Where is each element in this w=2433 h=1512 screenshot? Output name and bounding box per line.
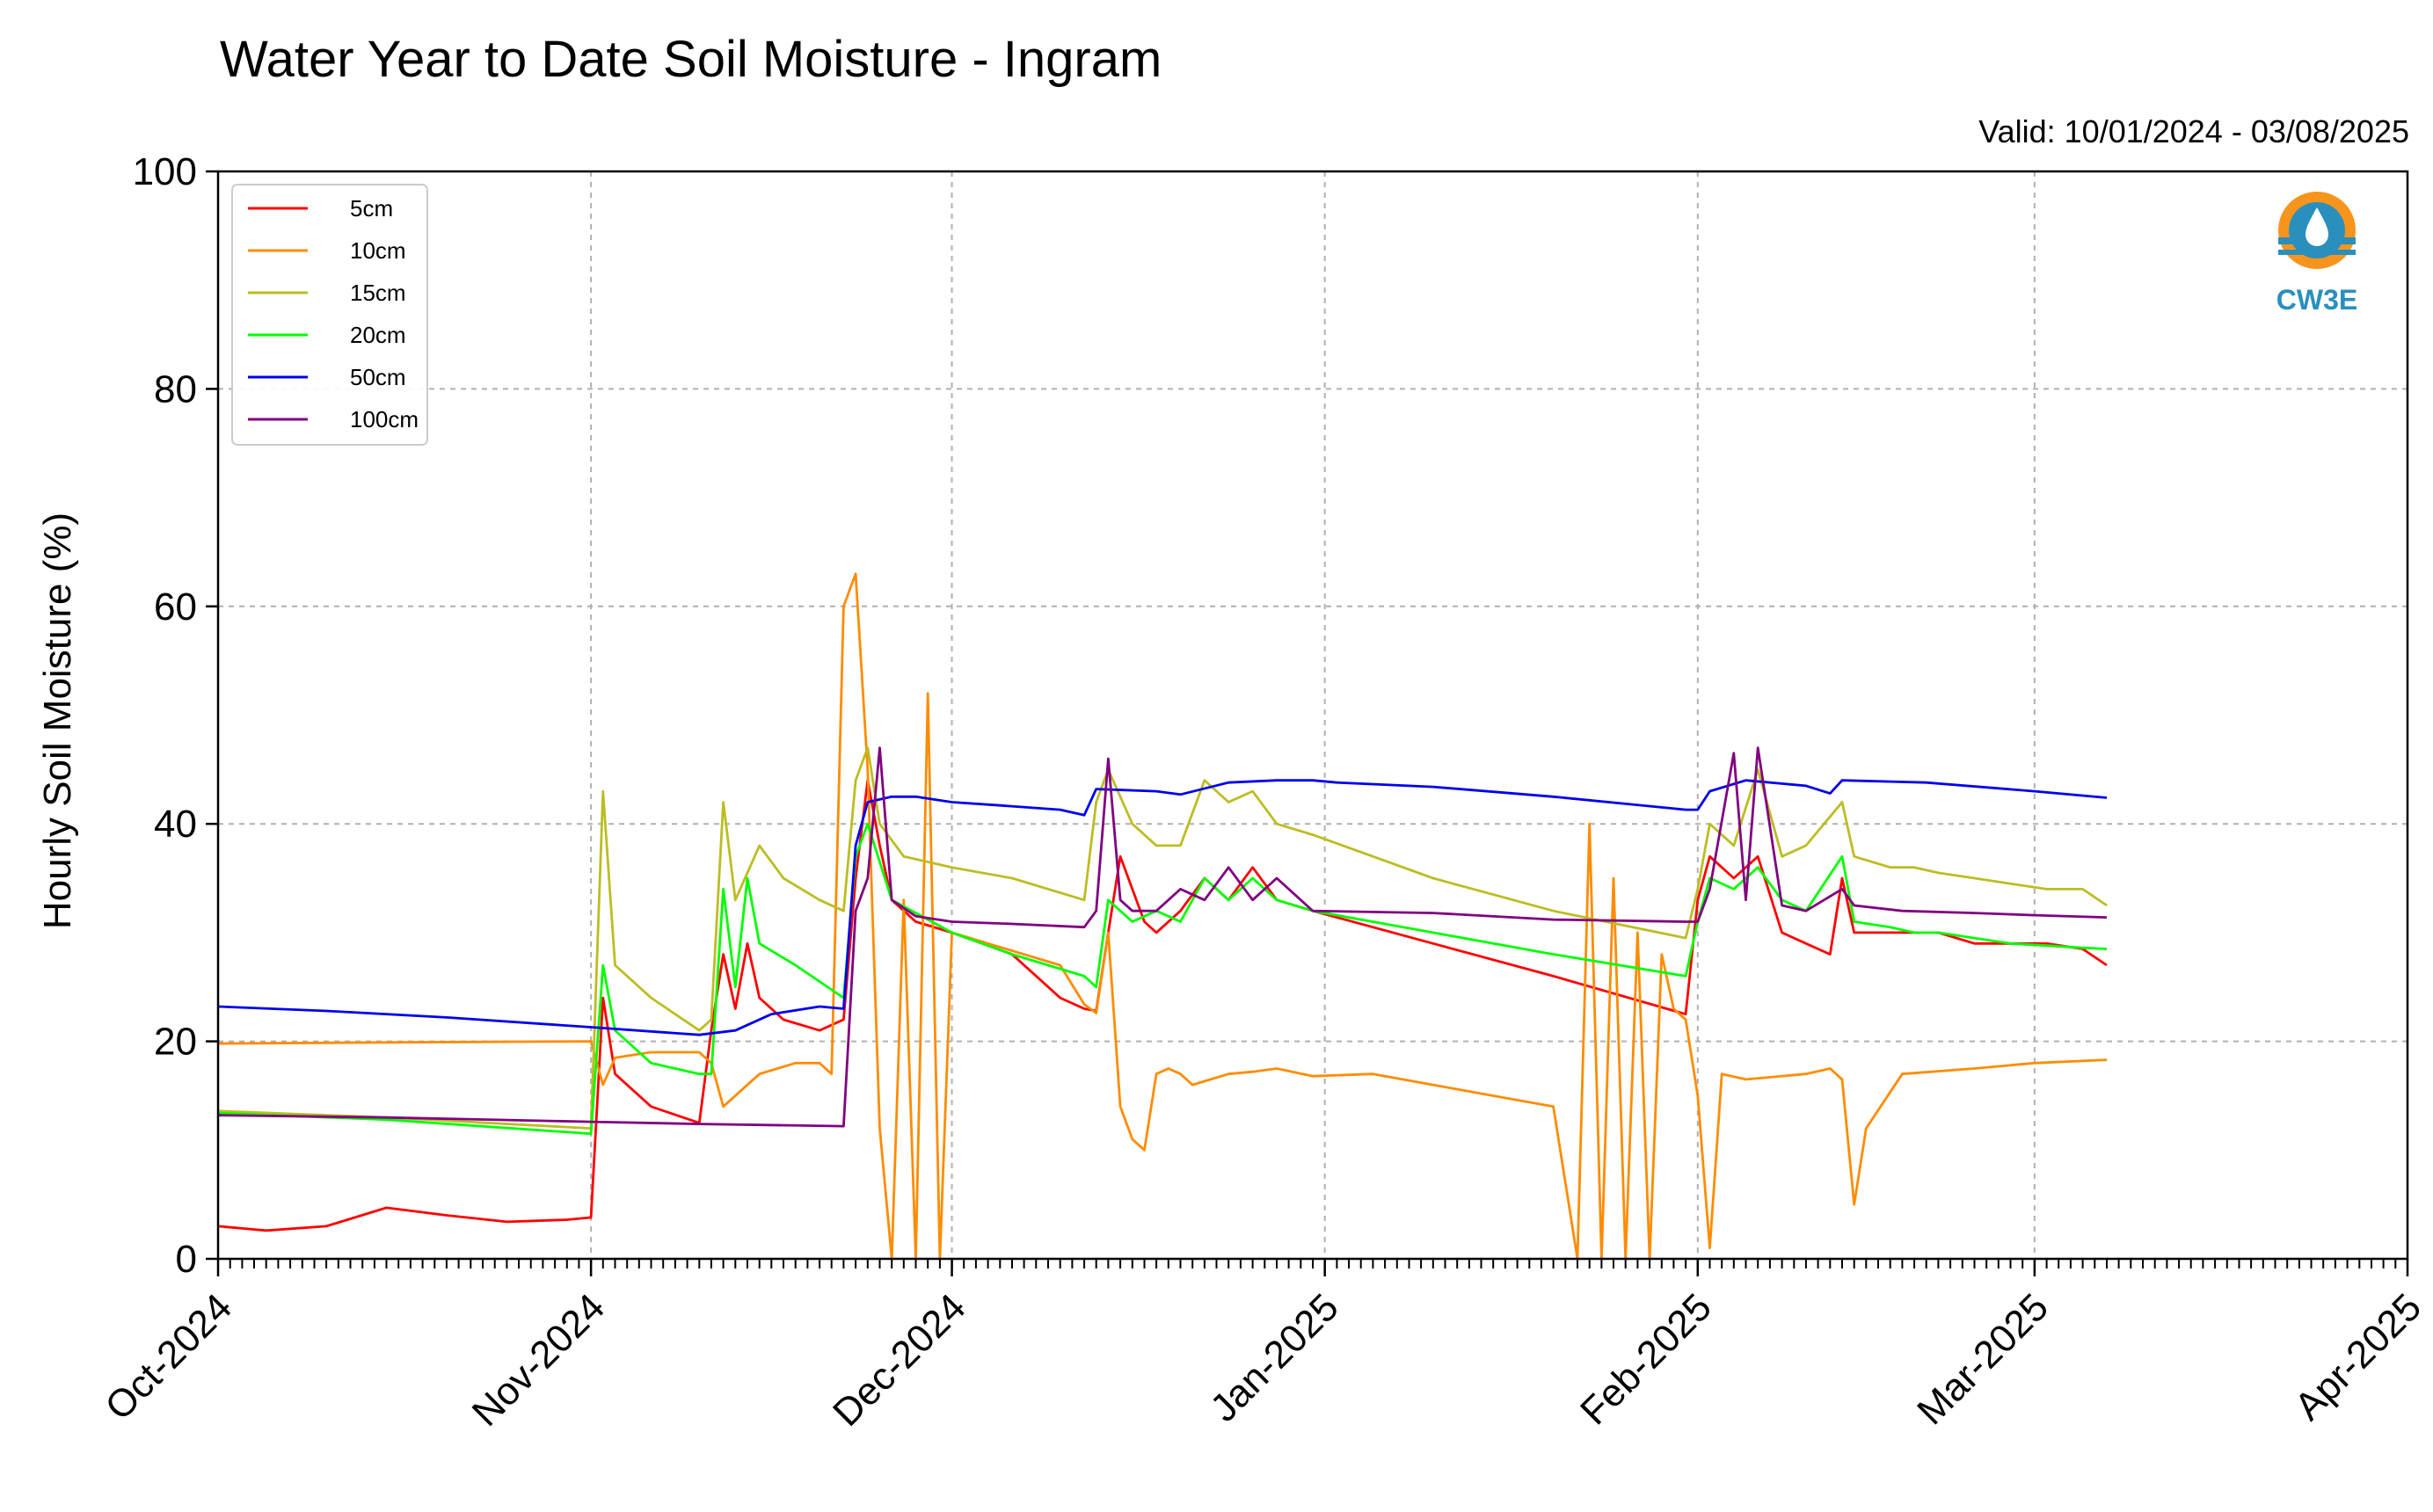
legend-label-100cm: 100cm [350,406,419,433]
legend-label-50cm: 50cm [350,364,406,390]
series-line-10cm [217,572,2108,1261]
x-minor-ticks [217,1259,2408,1268]
x-tick-label-Dec-2024: Dec-2024 [825,1285,974,1435]
y-tick-label-20: 20 [154,1021,197,1064]
x-tick-label-Nov-2024: Nov-2024 [464,1285,614,1435]
y-tick-label-0: 0 [176,1238,197,1281]
y-tick-label-60: 60 [154,585,197,629]
logo-droplet-icon [2306,207,2328,246]
logo-text: CW3E [2276,284,2357,316]
valid-date-range: Valid: 10/01/2024 - 03/08/2025 [1978,113,2409,149]
series-line-5cm [217,779,2108,1232]
x-tick-label-Oct-2024: Oct-2024 [97,1285,240,1428]
y-axis-label: Hourly Soil Moisture (%) [36,512,79,929]
series-lines [217,572,2108,1261]
x-tick-label-Feb-2025: Feb-2025 [1572,1285,1720,1433]
legend-label-20cm: 20cm [350,322,406,348]
series-line-50cm [217,779,2108,1036]
chart-title: Water Year to Date Soil Moisture - Ingra… [220,31,1162,88]
axes [206,170,2409,1276]
legend-label-15cm: 15cm [350,280,406,306]
x-tick-label-Jan-2025: Jan-2025 [1202,1285,1346,1429]
legend-label-5cm: 5cm [350,195,393,222]
gridlines [218,171,2408,1259]
series-line-100cm [217,746,2108,1128]
legend: 5cm 10cm 15cm 20cm 50cm 100cm [231,184,428,446]
y-tick-label-40: 40 [154,803,197,846]
x-tick-label-Apr-2025: Apr-2025 [2286,1285,2429,1428]
plot-frame [216,170,2409,1261]
cw3e-logo: CW3E [2276,192,2357,316]
series-line-20cm [217,822,2108,1136]
y-tick-label-80: 80 [154,367,197,411]
y-tick-label-100: 100 [133,150,197,193]
x-tick-label-Mar-2025: Mar-2025 [1909,1285,2057,1433]
legend-label-10cm: 10cm [350,237,406,264]
series-line-15cm [217,746,2108,1130]
tick-labels: 0 20 40 60 80 100 Oct-2024 Nov-2024 Dec-2024 Jan-… [97,150,2429,1435]
logo-wave-band-2 [2278,250,2356,255]
